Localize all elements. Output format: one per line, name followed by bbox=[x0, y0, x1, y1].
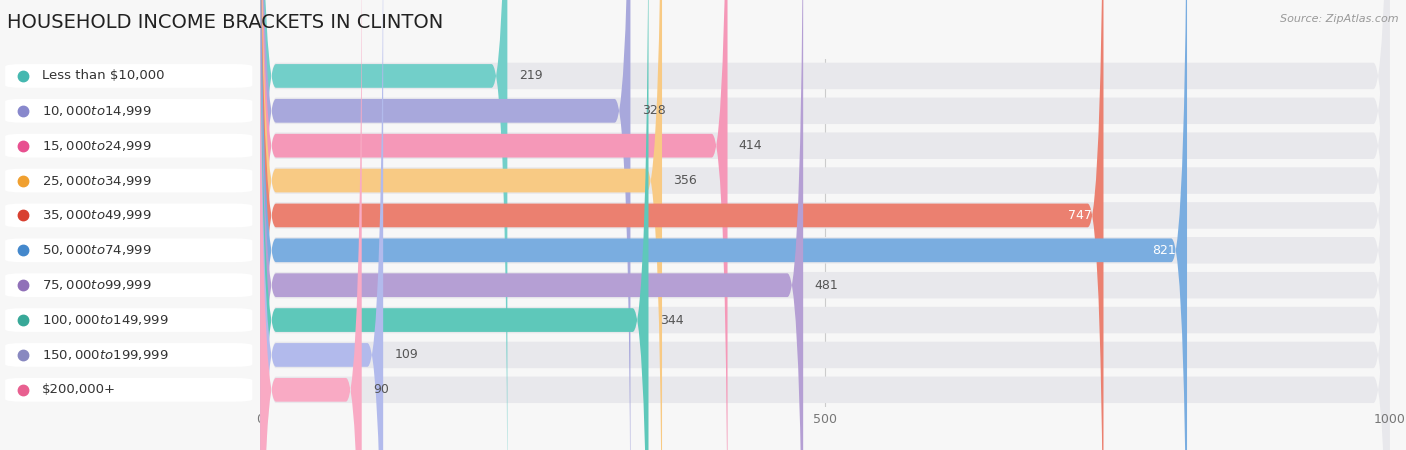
FancyBboxPatch shape bbox=[260, 0, 1389, 450]
FancyBboxPatch shape bbox=[260, 0, 803, 450]
FancyBboxPatch shape bbox=[260, 0, 727, 450]
Text: Source: ZipAtlas.com: Source: ZipAtlas.com bbox=[1281, 14, 1399, 23]
FancyBboxPatch shape bbox=[6, 203, 252, 227]
FancyBboxPatch shape bbox=[6, 308, 252, 332]
FancyBboxPatch shape bbox=[260, 0, 1389, 450]
FancyBboxPatch shape bbox=[6, 99, 252, 123]
FancyBboxPatch shape bbox=[260, 0, 1389, 450]
FancyBboxPatch shape bbox=[260, 0, 1389, 450]
Text: $200,000+: $200,000+ bbox=[42, 383, 115, 396]
Text: $35,000 to $49,999: $35,000 to $49,999 bbox=[42, 208, 152, 222]
FancyBboxPatch shape bbox=[260, 0, 1389, 450]
FancyBboxPatch shape bbox=[260, 0, 662, 450]
Text: $25,000 to $34,999: $25,000 to $34,999 bbox=[42, 174, 152, 188]
FancyBboxPatch shape bbox=[260, 0, 630, 450]
FancyBboxPatch shape bbox=[6, 64, 252, 88]
Text: 90: 90 bbox=[373, 383, 389, 396]
FancyBboxPatch shape bbox=[260, 0, 1187, 450]
FancyBboxPatch shape bbox=[6, 169, 252, 193]
FancyBboxPatch shape bbox=[6, 238, 252, 262]
Text: $50,000 to $74,999: $50,000 to $74,999 bbox=[42, 243, 152, 257]
FancyBboxPatch shape bbox=[6, 378, 252, 402]
Text: Less than $10,000: Less than $10,000 bbox=[42, 69, 165, 82]
Text: 356: 356 bbox=[673, 174, 697, 187]
Text: 219: 219 bbox=[519, 69, 543, 82]
Text: $15,000 to $24,999: $15,000 to $24,999 bbox=[42, 139, 152, 153]
FancyBboxPatch shape bbox=[260, 0, 384, 450]
Text: 414: 414 bbox=[738, 139, 762, 152]
FancyBboxPatch shape bbox=[260, 0, 1389, 450]
Text: 747: 747 bbox=[1069, 209, 1092, 222]
FancyBboxPatch shape bbox=[260, 0, 361, 450]
Text: 344: 344 bbox=[659, 314, 683, 327]
FancyBboxPatch shape bbox=[260, 0, 1389, 450]
Text: 109: 109 bbox=[395, 348, 418, 361]
FancyBboxPatch shape bbox=[6, 273, 252, 297]
Text: $75,000 to $99,999: $75,000 to $99,999 bbox=[42, 278, 152, 292]
Text: $100,000 to $149,999: $100,000 to $149,999 bbox=[42, 313, 169, 327]
Text: $10,000 to $14,999: $10,000 to $14,999 bbox=[42, 104, 152, 118]
Text: 821: 821 bbox=[1152, 244, 1175, 257]
Text: 481: 481 bbox=[814, 279, 838, 292]
Text: $150,000 to $199,999: $150,000 to $199,999 bbox=[42, 348, 169, 362]
FancyBboxPatch shape bbox=[260, 0, 1389, 450]
FancyBboxPatch shape bbox=[260, 0, 508, 450]
Text: HOUSEHOLD INCOME BRACKETS IN CLINTON: HOUSEHOLD INCOME BRACKETS IN CLINTON bbox=[7, 14, 443, 32]
FancyBboxPatch shape bbox=[260, 0, 1389, 450]
FancyBboxPatch shape bbox=[260, 0, 1389, 450]
FancyBboxPatch shape bbox=[6, 134, 252, 158]
Text: 328: 328 bbox=[641, 104, 665, 117]
FancyBboxPatch shape bbox=[260, 0, 1104, 450]
FancyBboxPatch shape bbox=[6, 343, 252, 367]
FancyBboxPatch shape bbox=[260, 0, 648, 450]
